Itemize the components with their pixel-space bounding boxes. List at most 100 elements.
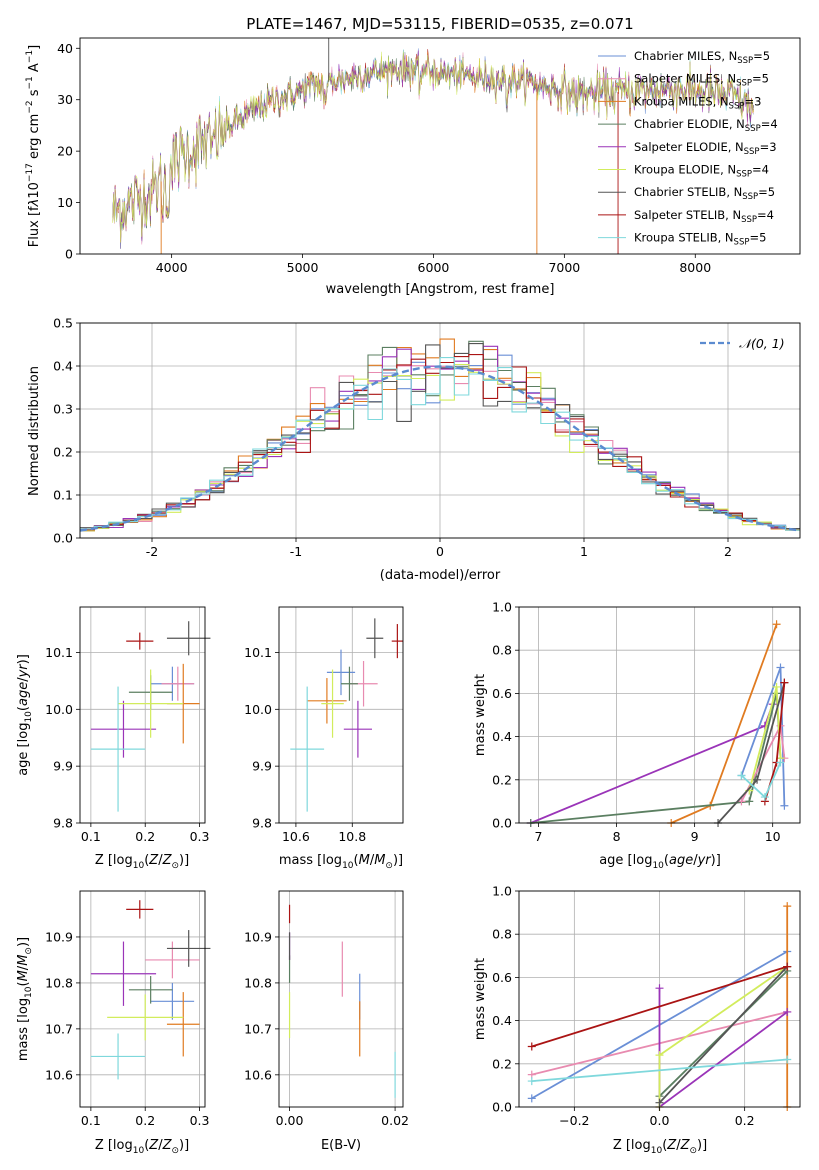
x-tick-label: 0.1 xyxy=(81,829,101,844)
weight-marker xyxy=(776,758,785,767)
normal-curve xyxy=(79,365,801,532)
x-tick-label: 9 xyxy=(691,829,699,844)
y-tick-label: 10.1 xyxy=(244,645,272,660)
weight-marker xyxy=(753,775,762,784)
y-tick-label: 10.9 xyxy=(45,929,73,944)
x-tick-label: 6000 xyxy=(418,260,450,275)
y-tick-label: 10.7 xyxy=(45,1021,73,1036)
y-tick-label: 9.9 xyxy=(53,759,73,774)
y-tick-label: 0.4 xyxy=(492,1013,512,1028)
spectrum-ylabel: Flux [fλ10−17 erg cm−2 s−1 A−1] xyxy=(25,45,42,247)
x-tick-label: -2 xyxy=(146,544,158,559)
y-tick-label: 0.4 xyxy=(492,729,512,744)
mass-vs-ebv-panel: 0.00 0.02 10.6 10.7 10.8 10.9 E(B-V) xyxy=(244,890,409,1153)
weight-marker xyxy=(783,1007,792,1016)
histogram-legend: 𝒩(0, 1) xyxy=(700,336,785,351)
spectrum-title: PLATE=1467, MJD=53115, FIBERID=0535, z=0… xyxy=(246,15,633,33)
weight-marker xyxy=(783,902,792,911)
x-tick-label: 0.0 xyxy=(650,1113,670,1128)
y-tick-label: 0.2 xyxy=(492,1056,512,1071)
weight-line xyxy=(531,965,788,1048)
ageM-xlabel: mass [log10(M/M⊙)] xyxy=(279,853,403,871)
y-tick-label: 10.9 xyxy=(244,929,272,944)
x-tick-label: 0.2 xyxy=(135,829,155,844)
x-tick-label: 0.2 xyxy=(135,1113,155,1128)
mass-weight-vs-age-panel: 7 8 9 10 0.0 0.2 0.4 0.6 0.8 1.0 age [log10(age/y… xyxy=(473,600,801,871)
weight-marker xyxy=(527,1077,536,1086)
y-tick-label: 0.0 xyxy=(53,531,73,546)
weight-line xyxy=(531,1058,788,1082)
histogram-panel: -2 -1 0 1 2 0.0 0.1 0.2 0.3 0.4 0.5 (data-model)/e… xyxy=(27,316,801,583)
y-tick-label: 0.8 xyxy=(492,927,512,942)
y-tick-label: 9.8 xyxy=(252,816,272,831)
mass-vs-Z-panel: 0.1 0.2 0.3 10.6 10.7 10.8 10.9 Z [log10(Z/Z⊙)… xyxy=(16,890,211,1156)
x-tick-label: 5000 xyxy=(287,260,319,275)
weight-marker xyxy=(655,1051,664,1060)
weight-marker xyxy=(760,793,769,802)
wZ-xlabel: Z [log10(Z/Z⊙)] xyxy=(613,1138,707,1156)
y-tick-label: 10.8 xyxy=(45,975,73,990)
y-tick-label: 10.6 xyxy=(244,1067,272,1082)
wZ-ylabel: mass weight xyxy=(473,958,488,1040)
histogram-ylabel: Normed distribution xyxy=(27,366,42,496)
y-tick-label: 0.1 xyxy=(53,488,73,503)
weight-marker xyxy=(527,1042,536,1051)
legend-entry: Salpeter ELODIE, NSSP=3 xyxy=(634,140,777,157)
y-tick-label: 0.4 xyxy=(53,359,73,374)
y-tick-label: 30 xyxy=(57,92,73,107)
x-tick-label: 2 xyxy=(724,544,732,559)
x-tick-label: -1 xyxy=(290,544,302,559)
y-tick-label: 10.0 xyxy=(45,702,73,717)
weight-marker xyxy=(783,1055,792,1064)
x-tick-label: 4000 xyxy=(156,260,188,275)
y-tick-label: 0.3 xyxy=(53,402,73,417)
weight-marker xyxy=(772,682,781,691)
y-tick-label: 0.5 xyxy=(53,316,73,331)
x-tick-label: 0.2 xyxy=(735,1113,755,1128)
legend-entry: Kroupa STELIB, NSSP=5 xyxy=(634,231,766,248)
weight-marker xyxy=(737,771,746,780)
y-tick-label: 10.6 xyxy=(45,1067,73,1082)
y-tick-label: 0.0 xyxy=(492,1100,512,1115)
wAge-ylabel: mass weight xyxy=(473,674,488,756)
y-tick-label: 1.0 xyxy=(492,600,512,615)
legend-entry: Chabrier STELIB, NSSP=5 xyxy=(634,185,775,202)
x-tick-label: 0 xyxy=(436,544,444,559)
y-tick-label: 10.8 xyxy=(244,975,272,990)
y-tick-label: 1.0 xyxy=(492,884,512,899)
y-tick-label: 9.9 xyxy=(252,759,272,774)
y-tick-label: 9.8 xyxy=(53,816,73,831)
massZ-xlabel: Z [log10(Z/Z⊙)] xyxy=(95,1138,189,1156)
age-vs-Z-panel: 0.1 0.2 0.39.89.910.010.1 Z [log10(Z/Z⊙)] … xyxy=(16,606,211,871)
legend-entry: Chabrier MILES, NSSP=5 xyxy=(634,49,770,66)
y-tick-label: 0.6 xyxy=(492,970,512,985)
weight-marker xyxy=(780,801,789,810)
x-tick-label: 0.1 xyxy=(81,1113,101,1128)
y-tick-label: 0 xyxy=(65,247,73,262)
y-tick-label: 10 xyxy=(57,195,73,210)
histogram-legend-label: 𝒩(0, 1) xyxy=(739,336,785,351)
weight-marker xyxy=(655,1098,664,1107)
y-tick-label: 20 xyxy=(57,144,73,159)
weight-marker xyxy=(776,663,785,672)
mass-weight-vs-Z-panel: −0.2 0.0 0.2 0.0 0.2 0.4 0.6 0.8 1.0 Z [log10(Z/… xyxy=(473,884,801,1156)
x-tick-label: 7000 xyxy=(548,260,580,275)
spectrum-line xyxy=(112,51,754,243)
x-tick-label: 10 xyxy=(765,829,781,844)
y-tick-label: 40 xyxy=(57,41,73,56)
y-tick-label: 10.7 xyxy=(244,1021,272,1036)
x-tick-label: 1 xyxy=(580,544,588,559)
x-tick-label: −0.2 xyxy=(559,1113,589,1128)
massE-xlabel: E(B-V) xyxy=(321,1138,361,1153)
spectrum-xlabel: wavelength [Angstrom, rest frame] xyxy=(326,282,555,297)
y-tick-label: 0.8 xyxy=(492,643,512,658)
weight-line xyxy=(658,965,788,1104)
x-tick-label: 0.02 xyxy=(381,1113,409,1128)
histogram-xlabel: (data-model)/error xyxy=(380,568,501,583)
weight-marker xyxy=(772,620,781,629)
x-tick-label: 0.3 xyxy=(190,829,210,844)
x-tick-label: 7 xyxy=(535,829,543,844)
weight-marker xyxy=(783,962,792,971)
spectrum-legend: Chabrier MILES, NSSP=5 Salpeter MILES, NS… xyxy=(598,49,778,248)
